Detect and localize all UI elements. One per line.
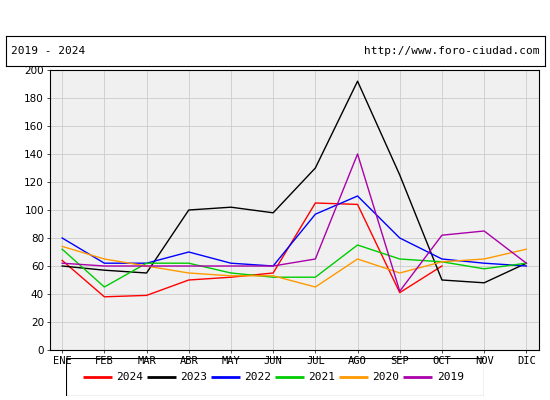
Text: http://www.foro-ciudad.com: http://www.foro-ciudad.com [364,46,539,56]
Text: 2019: 2019 [437,372,464,382]
Text: 2022: 2022 [244,372,271,382]
Text: 2019 - 2024: 2019 - 2024 [11,46,85,56]
Text: Evolucion Nº Turistas Extranjeros en el municipio de Ribera del Fresno: Evolucion Nº Turistas Extranjeros en el … [0,11,550,25]
Text: 2024: 2024 [116,372,143,382]
Text: 2023: 2023 [180,372,207,382]
Text: 2020: 2020 [372,372,399,382]
Text: 2021: 2021 [309,372,336,382]
